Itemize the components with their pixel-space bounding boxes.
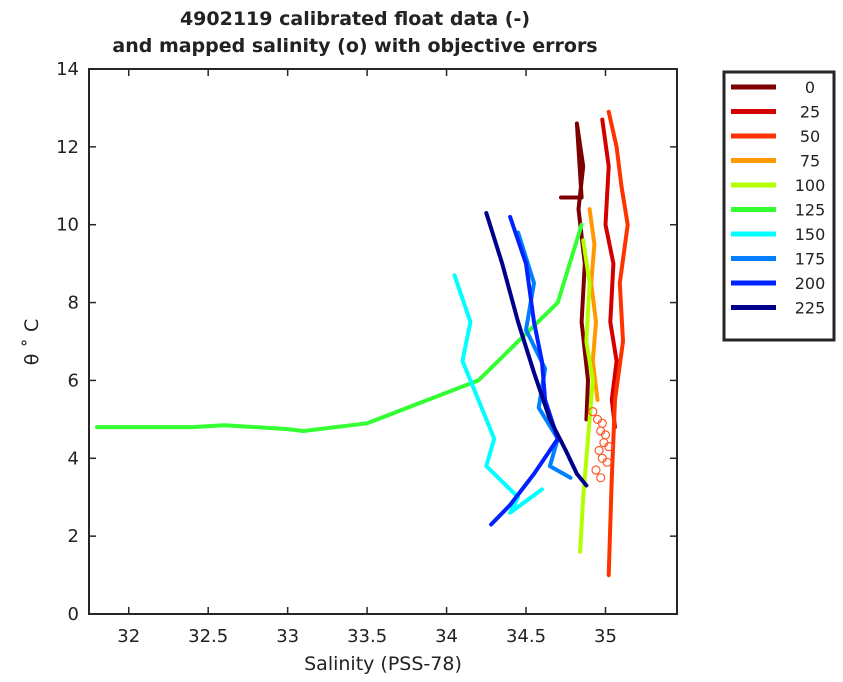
legend-label-25: 25	[800, 103, 820, 122]
x-tick-label: 34	[435, 626, 458, 647]
y-tick-label: 0	[68, 604, 79, 625]
chart-subtitle: and mapped salinity (o) with objective e…	[112, 35, 597, 57]
y-axis-ticks: 0 2 4 6 8 10 12 14	[56, 59, 677, 625]
series-line-75	[587, 207, 600, 402]
plot-area	[88, 68, 678, 615]
y-tick-label: 14	[56, 59, 79, 80]
legend-label-50: 50	[800, 127, 820, 146]
legend-label-200: 200	[795, 274, 826, 293]
series-line-175	[516, 230, 573, 480]
mapped-point	[591, 465, 601, 475]
legend-label-175: 175	[795, 250, 826, 269]
legend-label-150: 150	[795, 225, 826, 244]
mapped-point	[602, 457, 612, 467]
series-line-50	[606, 109, 630, 578]
legend: 0 25 50 75 100 125 150 175 200 225	[722, 70, 836, 342]
legend-label-0: 0	[805, 78, 815, 97]
y-tick-label: 10	[56, 215, 79, 236]
series-group	[94, 109, 630, 578]
y-tick-label: 4	[68, 448, 79, 469]
mapped-point	[596, 473, 606, 483]
series-line-100	[578, 238, 595, 554]
legend-label-225: 225	[795, 299, 826, 318]
x-tick-label: 35	[594, 626, 617, 647]
x-axis-ticks: 32 32.5 33 33.5 34 34.5 35	[117, 69, 617, 647]
series-line-25	[600, 117, 619, 430]
y-tick-label: 8	[68, 293, 79, 314]
series-line-150	[452, 273, 544, 515]
x-tick-label: 32	[117, 626, 140, 647]
mapped-point	[594, 445, 604, 456]
y-axis-label: θ ˚ C	[21, 319, 43, 365]
x-tick-label: 32.5	[188, 626, 228, 647]
mapped-point	[604, 442, 614, 452]
mapped-point	[588, 407, 598, 417]
mapped-salinity-markers	[588, 407, 614, 483]
legend-label-100: 100	[795, 176, 826, 195]
legend-label-125: 125	[795, 201, 826, 220]
chart-title: 4902119 calibrated float data (-)	[180, 8, 530, 30]
series-line-225	[484, 211, 589, 488]
legend-box	[722, 70, 836, 342]
y-tick-label: 2	[68, 526, 79, 547]
legend-label-75: 75	[800, 152, 820, 171]
x-axis-label: Salinity (PSS-78)	[304, 653, 462, 675]
x-tick-label: 34.5	[506, 626, 546, 647]
y-tick-label: 6	[68, 370, 79, 391]
series-line-0	[559, 121, 590, 422]
x-tick-label: 33.5	[347, 626, 387, 647]
y-tick-label: 12	[56, 137, 79, 158]
x-tick-label: 33	[276, 626, 299, 647]
series-line-125	[94, 222, 584, 433]
